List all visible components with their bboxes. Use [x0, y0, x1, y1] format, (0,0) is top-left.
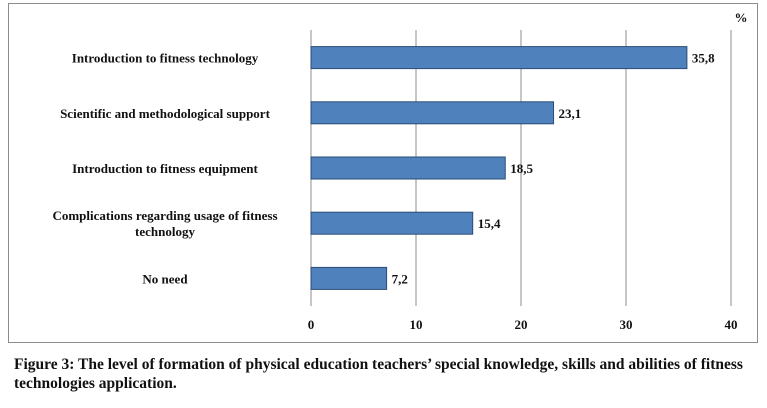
bar	[310, 156, 506, 180]
category-label: No need	[142, 271, 188, 286]
bar-value-label: 15,4	[478, 216, 501, 231]
bar-value-label: 23,1	[559, 106, 582, 121]
x-tick-label: 10	[410, 317, 423, 332]
category-label: Introduction to fitness technology	[72, 51, 259, 66]
bar-value-label: 18,5	[510, 161, 533, 176]
x-tick-label: 0	[308, 317, 315, 332]
bar	[310, 211, 474, 235]
figure-caption: Figure 3: The level of formation of phys…	[14, 356, 743, 392]
bar	[310, 266, 388, 290]
chart-frame	[8, 3, 758, 343]
category-label: Introduction to fitness equipment	[72, 161, 258, 176]
bar	[310, 101, 555, 125]
bar-chart: 0 10 20 30 40% 35,8 Introduction to fitness te…	[52, 10, 748, 332]
x-tick-label: 20	[515, 317, 528, 332]
bar	[310, 46, 688, 70]
x-tick-label: 40	[725, 317, 738, 332]
category-label: Complications regarding usage of fitness…	[52, 208, 277, 239]
bar-value-label: 35,8	[692, 51, 715, 66]
category-label: Scientific and methodological support	[60, 106, 270, 121]
bar-value-label: 7,2	[392, 271, 408, 286]
x-tick-label: 30	[620, 317, 633, 332]
unit-label: %	[735, 10, 748, 25]
